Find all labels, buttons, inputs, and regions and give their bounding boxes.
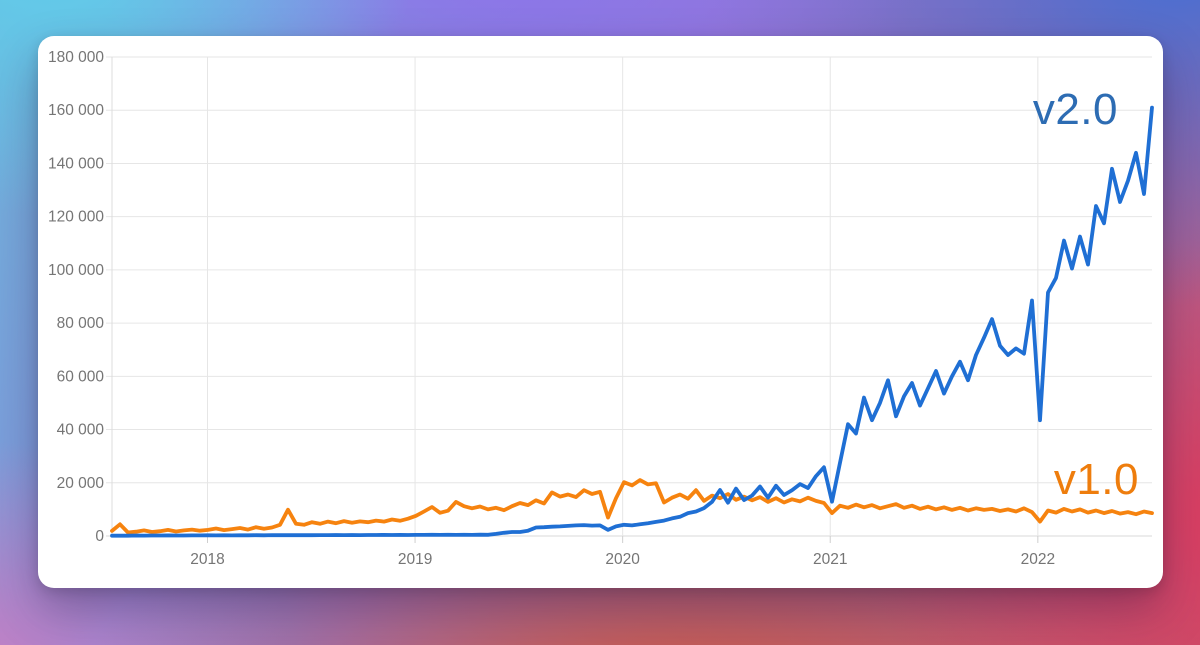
trend-line-chart: 0 20 000 40 000 60 000 80 000 100 000 120 000 1… <box>48 49 1154 568</box>
y-axis-tick-label: 0 <box>95 528 104 545</box>
y-axis-tick-label: 80 000 <box>57 315 105 332</box>
y-axis-tick-label: 140 000 <box>48 155 104 172</box>
v2-trend-line <box>110 105 1154 538</box>
y-axis-tick-label: 160 000 <box>48 102 104 119</box>
y-axis-tick-label: 100 000 <box>48 262 104 279</box>
x-axis-tick-label: 2022 <box>1021 551 1055 568</box>
y-axis-tick-label: 20 000 <box>57 475 105 492</box>
v1-series-label: v1.0 <box>1053 455 1139 504</box>
x-axis-tick-label: 2020 <box>605 551 640 568</box>
x-axis-tick-label: 2019 <box>398 551 432 568</box>
chart-card: 0 20 000 40 000 60 000 80 000 100 000 120 000 1… <box>38 36 1163 588</box>
y-axis-tick-label: 60 000 <box>57 368 105 385</box>
v1-trend-line <box>110 478 1154 535</box>
y-axis-tick-label: 180 000 <box>48 49 104 66</box>
x-axis-tick-label: 2021 <box>813 551 847 568</box>
y-axis-tick-label: 40 000 <box>57 422 105 439</box>
x-axis-tick-label: 2018 <box>190 551 224 568</box>
v2-series-label: v2.0 <box>1032 85 1118 134</box>
y-axis-tick-label: 120 000 <box>48 209 104 226</box>
